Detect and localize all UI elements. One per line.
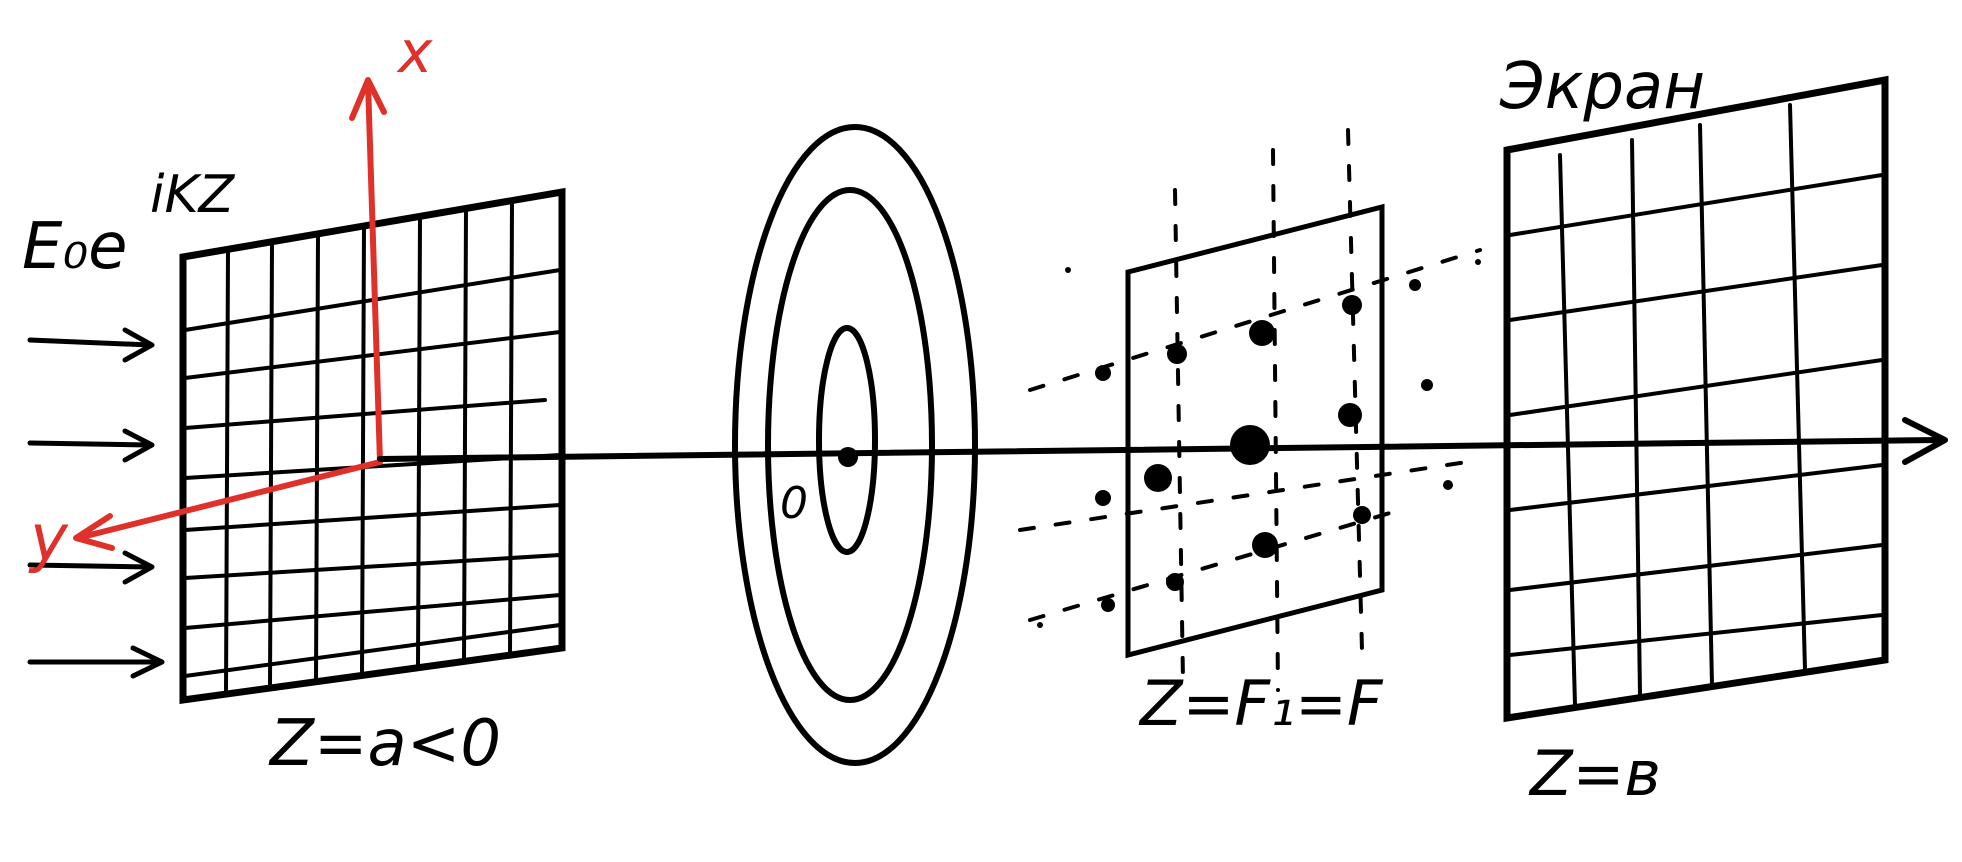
lens-outer-zone [732, 124, 978, 766]
incident-arrow [27, 645, 165, 679]
incident-arrow [27, 550, 155, 585]
incident-arrow [27, 327, 155, 363]
incident-wave-exponent: iKZ [150, 165, 236, 225]
y-axis-line [75, 459, 383, 541]
incident-wave-amplitude: E₀e [22, 210, 127, 284]
diffraction-spot [1095, 365, 1111, 381]
lens-zone-plate [732, 124, 978, 766]
diffraction-spot [1342, 295, 1362, 315]
diffraction-spot [1167, 344, 1187, 364]
focal-plane [1018, 128, 1482, 692]
diffraction-spot [1166, 573, 1184, 591]
focal-plane-label: Z=F₁=F [1138, 667, 1384, 740]
diffraction-spot [1252, 532, 1278, 558]
diffraction-spot [1443, 480, 1453, 490]
focal-plane-frame [1125, 203, 1385, 659]
diffraction-spot [1249, 320, 1275, 346]
diffraction-spot [1338, 403, 1362, 427]
lens-origin-label: 0 [780, 478, 808, 529]
x-axis-label: x [396, 18, 433, 86]
incident-arrow [27, 428, 155, 463]
input-plane [179, 187, 566, 705]
diffraction-spot [1475, 259, 1481, 265]
y-axis-label: y [28, 502, 69, 576]
lens-center-dot [838, 447, 858, 467]
diffraction-spot [1409, 279, 1421, 291]
diffraction-spot [1101, 598, 1115, 612]
diffraction-spot [1065, 267, 1071, 273]
screen-title: Экран [1499, 50, 1705, 124]
input-plane-label: Z=a<0 [268, 707, 501, 781]
optical-axis [377, 417, 1948, 465]
diffraction-spot [1421, 379, 1433, 391]
x-axis-line [365, 79, 383, 465]
screen-plane [1503, 75, 1889, 723]
y-axis-arrowhead [73, 513, 115, 551]
lens-inner-zone [816, 325, 878, 555]
diffraction-spot [1037, 622, 1043, 628]
focal-plane-guides [1018, 128, 1482, 692]
incident-wave-label: E₀e iKZ [22, 165, 236, 284]
screen-plane-label: Z=в [1528, 737, 1661, 810]
diffraction-spot [1144, 464, 1172, 492]
diffraction-spot [1230, 425, 1270, 465]
screen-grid [1508, 103, 1884, 707]
diffraction-spots [1037, 259, 1481, 628]
x-axis-arrowhead [349, 77, 387, 121]
diffraction-spot [1353, 506, 1371, 524]
screen-frame [1503, 75, 1889, 723]
input-plane-frame [179, 187, 566, 705]
input-plane-grid [183, 199, 562, 695]
coordinate-axes [73, 77, 387, 551]
incident-arrows [27, 327, 165, 679]
diffraction-spot [1095, 490, 1111, 506]
lens-middle-zone [765, 187, 935, 703]
